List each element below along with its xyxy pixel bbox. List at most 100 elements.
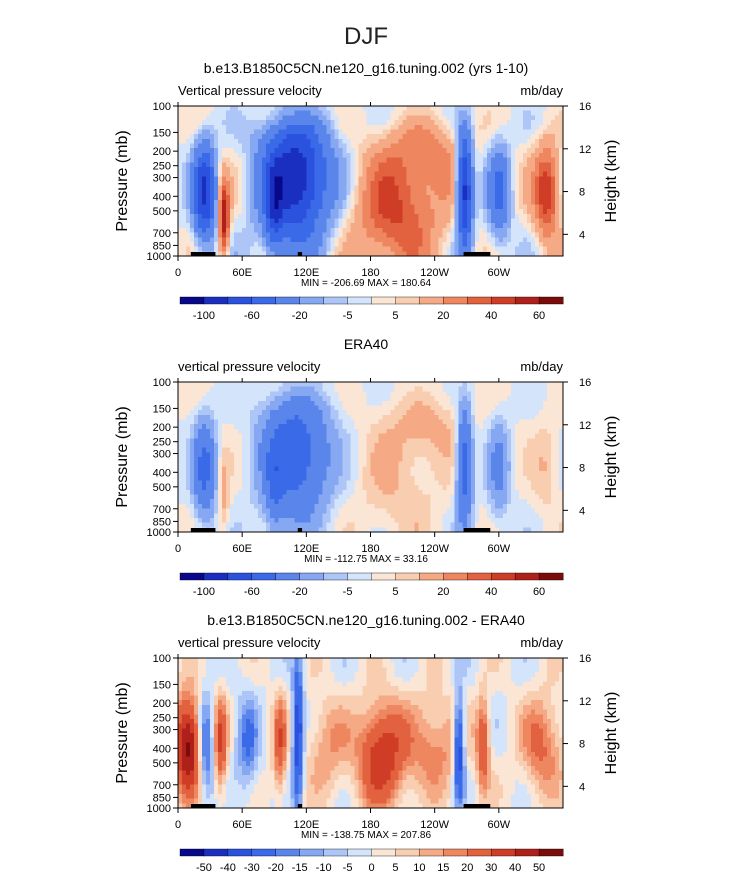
y2-axis-label: Height (km): [603, 140, 620, 223]
x-tick-label: 60E: [232, 819, 252, 831]
colorbar-label: -20: [292, 310, 308, 322]
colorbar-swatch: [227, 848, 253, 857]
colorbar-label: 60: [533, 586, 545, 598]
colorbar-swatch: [419, 572, 444, 581]
colorbar-swatch: [538, 572, 564, 581]
topography-mask: [463, 528, 491, 532]
panel-title: ERA40: [344, 336, 389, 352]
panel-3: b.e13.B1850C5CN.ne120_g16.tuning.002 - E…: [114, 612, 620, 872]
y-tick-label: 200: [153, 422, 171, 434]
y-tick-label: 250: [153, 437, 171, 449]
topography-mask: [190, 804, 216, 808]
y-tick-label: 1000: [147, 251, 171, 263]
y-tick-label: 150: [153, 127, 171, 139]
x-tick-label: 0: [175, 819, 181, 831]
colorbar-swatch: [490, 848, 516, 857]
panel-left-label: vertical pressure velocity: [178, 635, 321, 650]
height-tick-label: 4: [579, 229, 585, 241]
colorbar-swatch: [443, 572, 468, 581]
y-tick-label: 100: [153, 377, 171, 389]
field-cells: [178, 658, 564, 809]
colorbar-label: 20: [437, 310, 449, 322]
topography-mask: [297, 804, 303, 808]
y2-axis-label: Height (km): [603, 692, 620, 775]
field-cells: [178, 106, 564, 257]
height-tick-label: 16: [579, 653, 591, 665]
panel-1: b.e13.B1850C5CN.ne120_g16.tuning.002 (yr…: [114, 60, 620, 322]
panel-right-label: mb/day: [520, 83, 563, 98]
colorbar-label: -100: [193, 586, 215, 598]
colorbar-label: -5: [343, 310, 353, 322]
y-tick-label: 400: [153, 191, 171, 203]
colorbar-swatch: [275, 848, 301, 857]
x-tick-label: 60E: [232, 543, 252, 555]
colorbar-swatch: [419, 848, 444, 857]
height-tick-label: 8: [579, 463, 585, 475]
y-axis-label: Pressure (mb): [114, 682, 131, 783]
colorbar-swatch: [299, 296, 325, 305]
colorbar-swatch: [347, 296, 372, 305]
panel-2: ERA40 vertical pressure velocity mb/day 100…: [114, 336, 620, 598]
colorbar-label: 60: [533, 310, 545, 322]
y-tick-label: 850: [153, 240, 171, 252]
height-tick-label: 12: [579, 144, 591, 156]
colorbar-swatch: [179, 296, 205, 305]
colorbar: -100 -60 -20 -5 5 20 40 60: [179, 296, 564, 322]
colorbar-label: 30: [485, 862, 497, 872]
colorbar-label: 10: [413, 862, 425, 872]
x-tick-label: 0: [175, 543, 181, 555]
y-tick-label: 1000: [147, 803, 171, 815]
x-tick-label: 60W: [488, 543, 511, 555]
y-tick-label: 500: [153, 206, 171, 218]
colorbar-swatch: [227, 572, 253, 581]
colorbar-label: -10: [316, 862, 332, 872]
colorbar-swatch: [395, 572, 420, 581]
colorbar-label: 20: [461, 862, 473, 872]
colorbar-label: -50: [196, 862, 212, 872]
colorbar-swatch: [467, 848, 492, 857]
height-tick-label: 16: [579, 377, 591, 389]
y-tick-label: 250: [153, 161, 171, 173]
colorbar-swatch: [179, 572, 205, 581]
panel-right-label: mb/day: [520, 635, 563, 650]
colorbar-label: -5: [343, 862, 353, 872]
colorbar-swatch: [323, 296, 349, 305]
y-tick-label: 300: [153, 173, 171, 185]
panel-title: b.e13.B1850C5CN.ne120_g16.tuning.002 (yr…: [204, 60, 529, 76]
x-tick-label: 120W: [420, 543, 449, 555]
height-tick-label: 4: [579, 505, 585, 517]
panel-left-label: vertical pressure velocity: [178, 359, 321, 374]
panel-right-label: mb/day: [520, 359, 563, 374]
topography-mask: [297, 528, 303, 532]
topography-mask: [190, 528, 216, 532]
colorbar-label: 40: [485, 586, 497, 598]
colorbar-swatch: [299, 848, 325, 857]
x-tick-label: 60W: [488, 267, 511, 279]
x-tick-label: 0: [175, 267, 181, 279]
y-tick-label: 200: [153, 698, 171, 710]
height-tick-label: 12: [579, 420, 591, 432]
colorbar-label: 5: [392, 586, 398, 598]
colorbar-swatch: [347, 848, 372, 857]
colorbar-swatch: [203, 848, 229, 857]
y-tick-label: 700: [153, 780, 171, 792]
colorbar-swatch: [371, 572, 396, 581]
colorbar-swatch: [275, 572, 301, 581]
y-tick-label: 300: [153, 725, 171, 737]
colorbar-swatch: [514, 296, 540, 305]
x-tick-label: 120W: [420, 267, 449, 279]
colorbar-label: 50: [533, 862, 545, 872]
colorbar-swatch: [275, 296, 301, 305]
colorbar-swatch: [538, 296, 564, 305]
y-tick-label: 400: [153, 743, 171, 755]
colorbar-label: 5: [392, 862, 398, 872]
panel-left-label: Vertical pressure velocity: [178, 83, 322, 98]
colorbar-label: 40: [509, 862, 521, 872]
x-tick-label: 120W: [420, 819, 449, 831]
colorbar-swatch: [299, 572, 325, 581]
colorbar-swatch: [251, 572, 277, 581]
min-max-stats: MIN = -206.69 MAX = 180.64: [301, 278, 432, 289]
colorbar-swatch: [467, 572, 492, 581]
y-tick-label: 1000: [147, 527, 171, 539]
